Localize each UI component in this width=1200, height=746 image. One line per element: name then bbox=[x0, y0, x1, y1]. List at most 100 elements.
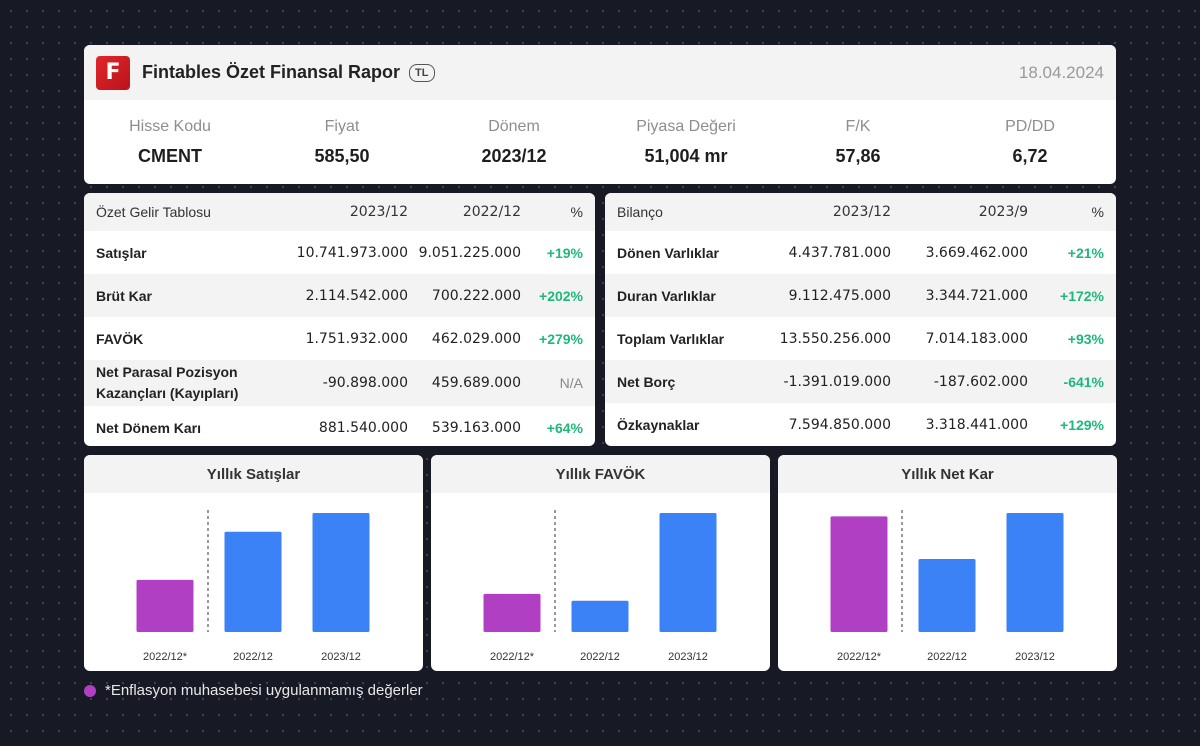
annual-net-profit-chart: 2022/12* 2022/12 2023/12 bbox=[830, 510, 1064, 663]
metric-pb: PD/DD 6,72 bbox=[944, 118, 1116, 167]
table-row: Net Parasal Pozisyon Kazançları (Kayıpla… bbox=[84, 360, 595, 406]
row-label: Net Parasal Pozisyon Kazançları (Kayıpla… bbox=[96, 364, 239, 401]
chart-bar bbox=[312, 513, 370, 632]
annual-sales-chart-card: Yıllık Satışlar 2022/12* 2022/12 2023/12 bbox=[84, 455, 423, 671]
table-header-row: Bilanço 2023/12 2023/9 % bbox=[605, 193, 1116, 231]
report-title: Fintables Özet Finansal Rapor bbox=[142, 62, 401, 82]
balance-sheet-table: Bilanço 2023/12 2023/9 % Dönen Varlıklar… bbox=[605, 193, 1116, 446]
row-label: Duran Varlıklar bbox=[617, 287, 716, 304]
metric-label: F/K bbox=[845, 117, 871, 135]
footnote-text: *Enflasyon muhasebesi uygulanmamış değer… bbox=[105, 682, 423, 699]
table-row: Brüt Kar 2.114.542.000 700.222.000 +202% bbox=[84, 274, 595, 317]
row-change: N/A bbox=[559, 375, 583, 391]
row-label: Özkaynaklar bbox=[617, 416, 700, 433]
income-statement-card: Özet Gelir Tablosu 2023/12 2022/12 % Sat… bbox=[84, 193, 595, 446]
row-label: FAVÖK bbox=[96, 330, 144, 347]
annual-favok-chart-card: Yıllık FAVÖK 2022/12* 2022/12 2023/12 bbox=[431, 455, 770, 671]
row-change: +93% bbox=[1067, 330, 1104, 347]
row-value-current: 4.437.781.000 bbox=[788, 244, 891, 261]
chart-title: Yıllık FAVÖK bbox=[431, 455, 770, 493]
table-row: Duran Varlıklar 9.112.475.000 3.344.721.… bbox=[605, 274, 1116, 317]
column-header: 2023/9 bbox=[978, 204, 1028, 220]
row-value-current: 10.741.973.000 bbox=[296, 244, 408, 261]
chart-bar bbox=[224, 531, 282, 632]
metric-ticker: Hisse Kodu CMENT bbox=[84, 118, 256, 167]
row-label: Satışlar bbox=[96, 244, 147, 261]
table-row: Net Borç -1.391.019.000 -187.602.000 -64… bbox=[605, 360, 1116, 403]
x-tick-label: 2022/12* bbox=[490, 651, 535, 663]
column-header: 2023/12 bbox=[832, 204, 891, 220]
balance-sheet-card: Bilanço 2023/12 2023/9 % Dönen Varlıklar… bbox=[605, 193, 1116, 446]
x-tick-label: 2023/12 bbox=[321, 651, 361, 663]
row-value-previous: 3.318.441.000 bbox=[925, 416, 1028, 433]
row-change: +64% bbox=[546, 419, 583, 436]
row-value-previous: 462.029.000 bbox=[431, 330, 521, 347]
row-change: +129% bbox=[1060, 416, 1104, 433]
report-date: 18.04.2024 bbox=[1018, 62, 1104, 82]
row-change: -641% bbox=[1063, 373, 1104, 390]
metric-value: 585,50 bbox=[314, 145, 370, 166]
row-value-current: 881.540.000 bbox=[318, 419, 408, 436]
currency-badge: TL bbox=[409, 63, 435, 82]
table-row: Toplam Varlıklar 13.550.256.000 7.014.18… bbox=[605, 317, 1116, 360]
row-label: Net Dönem Karı bbox=[96, 419, 202, 436]
legend-dot-icon bbox=[84, 684, 96, 697]
x-tick-label: 2022/12* bbox=[837, 651, 882, 663]
fintables-logo-icon: F bbox=[96, 55, 130, 90]
x-tick-label: 2022/12 bbox=[927, 651, 967, 663]
row-change: +172% bbox=[1060, 287, 1104, 304]
chart-bar bbox=[483, 593, 541, 632]
metric-value: 51,004 mr bbox=[644, 145, 728, 166]
chart-bar bbox=[830, 516, 888, 632]
chart-bar bbox=[571, 600, 629, 632]
row-change: +279% bbox=[539, 330, 583, 347]
chart-bar bbox=[136, 579, 194, 632]
income-statement-table: Özet Gelir Tablosu 2023/12 2022/12 % Sat… bbox=[84, 193, 595, 446]
metric-period: Dönem 2023/12 bbox=[428, 118, 600, 167]
row-label: Brüt Kar bbox=[96, 287, 153, 304]
metric-market-cap: Piyasa Değeri 51,004 mr bbox=[600, 118, 772, 167]
metric-label: PD/DD bbox=[1005, 117, 1055, 135]
footnote: *Enflasyon muhasebesi uygulanmamış değer… bbox=[84, 682, 423, 699]
column-header: 2023/12 bbox=[349, 204, 408, 220]
row-label: Net Borç bbox=[617, 373, 676, 390]
row-value-previous: 700.222.000 bbox=[431, 287, 521, 304]
row-value-current: 9.112.475.000 bbox=[788, 287, 891, 304]
annual-favok-chart: 2022/12* 2022/12 2023/12 bbox=[483, 510, 717, 663]
chart-title: Yıllık Net Kar bbox=[778, 455, 1117, 493]
row-value-current: -90.898.000 bbox=[322, 375, 408, 391]
metric-value: 57,86 bbox=[835, 145, 881, 166]
row-label: Toplam Varlıklar bbox=[617, 330, 725, 347]
row-label: Dönen Varlıklar bbox=[617, 244, 719, 261]
report-title-bar: F Fintables Özet Finansal Rapor TL 18.04… bbox=[84, 45, 1116, 100]
row-value-current: 13.550.256.000 bbox=[779, 330, 891, 347]
row-change: +19% bbox=[546, 244, 583, 261]
metric-pe: F/K 57,86 bbox=[772, 118, 944, 167]
column-header: Bilanço bbox=[617, 204, 663, 220]
metric-value: CMENT bbox=[138, 145, 202, 166]
metric-value: 6,72 bbox=[1012, 145, 1048, 166]
row-value-current: 1.751.932.000 bbox=[305, 330, 408, 347]
row-value-previous: -187.602.000 bbox=[933, 373, 1028, 390]
metric-price: Fiyat 585,50 bbox=[256, 118, 428, 167]
x-tick-label: 2022/12 bbox=[233, 651, 273, 663]
metric-label: Dönem bbox=[488, 117, 540, 135]
key-metrics-row: Hisse Kodu CMENT Fiyat 585,50 Dönem 2023… bbox=[84, 100, 1116, 184]
table-row: Dönen Varlıklar 4.437.781.000 3.669.462.… bbox=[605, 231, 1116, 274]
x-tick-label: 2023/12 bbox=[1015, 651, 1055, 663]
annual-net-profit-chart-card: Yıllık Net Kar 2022/12* 2022/12 2023/12 bbox=[778, 455, 1117, 671]
chart-bar bbox=[659, 513, 717, 632]
x-tick-label: 2023/12 bbox=[668, 651, 708, 663]
row-value-current: 7.594.850.000 bbox=[788, 416, 891, 433]
row-change: +202% bbox=[539, 287, 583, 304]
chart-title: Yıllık Satışlar bbox=[84, 455, 423, 493]
table-row: FAVÖK 1.751.932.000 462.029.000 +279% bbox=[84, 317, 595, 360]
row-value-current: -1.391.019.000 bbox=[783, 373, 891, 390]
row-value-previous: 7.014.183.000 bbox=[925, 330, 1028, 347]
row-value-previous: 3.344.721.000 bbox=[925, 287, 1028, 304]
column-header: % bbox=[570, 204, 583, 220]
x-tick-label: 2022/12* bbox=[143, 651, 188, 663]
table-row: Net Dönem Karı 881.540.000 539.163.000 +… bbox=[84, 406, 595, 446]
row-value-previous: 9.051.225.000 bbox=[418, 244, 521, 261]
table-row: Özkaynaklar 7.594.850.000 3.318.441.000 … bbox=[605, 403, 1116, 446]
